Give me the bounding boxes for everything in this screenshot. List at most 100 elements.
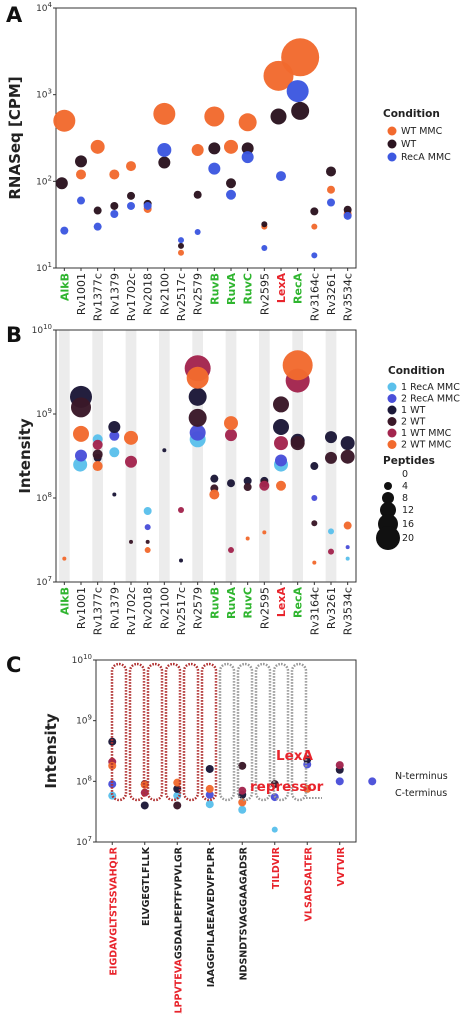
data-point xyxy=(205,790,214,799)
data-point xyxy=(108,761,117,770)
x-tick-label: Rv2579 xyxy=(192,273,205,315)
data-point xyxy=(270,108,287,125)
y-tick-label: 109 xyxy=(76,714,92,727)
data-point xyxy=(188,387,207,406)
data-point xyxy=(335,777,344,786)
data-point xyxy=(281,38,320,77)
y-axis-label: Intensity xyxy=(16,418,34,494)
legend-marker xyxy=(387,394,397,403)
data-point xyxy=(205,800,214,809)
data-point xyxy=(291,101,310,120)
x-tick-label: Rv3261 xyxy=(325,273,338,315)
y-axis-label: RNASeq [CPM] xyxy=(6,76,24,199)
data-point xyxy=(191,143,204,156)
legend-item: 1 WT MMC xyxy=(401,428,452,439)
data-point xyxy=(312,560,317,565)
data-point xyxy=(209,489,220,500)
legend-item: 2 RecA MMC xyxy=(401,394,460,405)
data-point xyxy=(108,780,117,789)
legend-marker xyxy=(387,139,397,149)
legend-size-marker xyxy=(384,482,392,490)
data-point xyxy=(343,205,352,214)
y-tick-label: 1010 xyxy=(32,323,52,336)
data-point xyxy=(73,457,88,472)
data-point xyxy=(224,416,238,431)
data-point xyxy=(327,185,335,194)
x-tick-label: ELVGEGTLFLLK xyxy=(141,846,152,926)
y-axis-label: Intensity xyxy=(42,713,60,789)
helix-segment xyxy=(146,662,164,802)
data-point xyxy=(110,209,119,218)
data-point xyxy=(325,431,337,444)
y-tick-label: 103 xyxy=(36,88,52,101)
category-band xyxy=(259,330,270,582)
plot-frame xyxy=(55,329,357,583)
data-point xyxy=(345,545,350,550)
data-point xyxy=(238,113,257,132)
data-point xyxy=(194,229,201,236)
data-point xyxy=(173,801,182,810)
data-point xyxy=(282,350,313,381)
plot-frame xyxy=(55,7,357,269)
data-point xyxy=(186,366,209,389)
data-point xyxy=(205,784,214,793)
x-tick-label: LexA xyxy=(275,273,288,304)
y-tick-label: 1010 xyxy=(72,653,92,666)
x-tick-label: NDSNDTSVAGGAAGADSR xyxy=(238,846,249,980)
lexa-topology-graphic xyxy=(110,662,322,802)
data-point xyxy=(238,761,247,770)
data-point xyxy=(110,201,119,210)
panel-label: B xyxy=(6,323,22,347)
x-tick-label: Rv1702c xyxy=(125,273,138,321)
data-point xyxy=(178,237,184,244)
x-tick-label: VLSADSALTER xyxy=(303,846,314,921)
x-tick-label: Rv3261 xyxy=(325,587,338,629)
helix-segment xyxy=(218,662,236,802)
panel-c: C 107 108 109 1010 Intensity EIGDAVGLTSTSSVAHQ… xyxy=(6,653,448,1014)
helix-segment xyxy=(164,662,182,802)
x-tick-label: RuvB xyxy=(208,273,221,305)
x-tick-label: RuvB xyxy=(208,587,221,619)
x-tick-label: GADDAALPPVTEVAGSDALPEPTFVPVLGR xyxy=(173,846,184,1014)
data-point xyxy=(241,142,254,155)
data-point xyxy=(311,223,318,230)
legend-size-item: 8 xyxy=(402,493,408,504)
legend-marker xyxy=(387,417,397,426)
data-point xyxy=(109,169,120,180)
data-point xyxy=(273,419,289,436)
data-point xyxy=(125,455,137,468)
data-point xyxy=(60,226,69,235)
data-point xyxy=(245,536,250,541)
helix-segment xyxy=(272,662,290,802)
x-tick-label: Rv2018 xyxy=(142,273,155,315)
data-point xyxy=(340,449,355,464)
y-tick-label: 108 xyxy=(76,774,92,787)
data-point xyxy=(325,451,337,464)
x-tick-label: Rv3164c xyxy=(308,273,321,321)
category-band xyxy=(192,330,203,582)
legend-item: N-terminus xyxy=(395,771,448,782)
data-point xyxy=(92,461,103,472)
data-point xyxy=(158,156,171,169)
x-tick-label: Rv1001 xyxy=(75,587,88,629)
legend-title: Condition xyxy=(383,108,440,120)
data-point xyxy=(243,476,252,485)
data-point xyxy=(108,737,117,746)
data-point xyxy=(178,506,184,513)
category-band xyxy=(59,330,70,582)
annotation-line: LexA xyxy=(276,748,313,764)
data-point xyxy=(162,448,167,453)
data-point xyxy=(343,211,352,220)
x-tick-label: Rv2100 xyxy=(158,273,171,315)
data-point xyxy=(238,805,247,814)
x-tick-label: Rv2595 xyxy=(258,587,271,629)
data-point xyxy=(126,161,136,172)
data-point xyxy=(368,777,377,786)
legend-marker xyxy=(387,382,397,392)
x-tick-label: AlkB xyxy=(58,587,71,615)
data-point xyxy=(153,102,176,125)
data-point xyxy=(311,495,318,501)
data-point xyxy=(274,436,288,451)
data-point xyxy=(193,190,202,199)
legend-marker xyxy=(387,440,397,449)
